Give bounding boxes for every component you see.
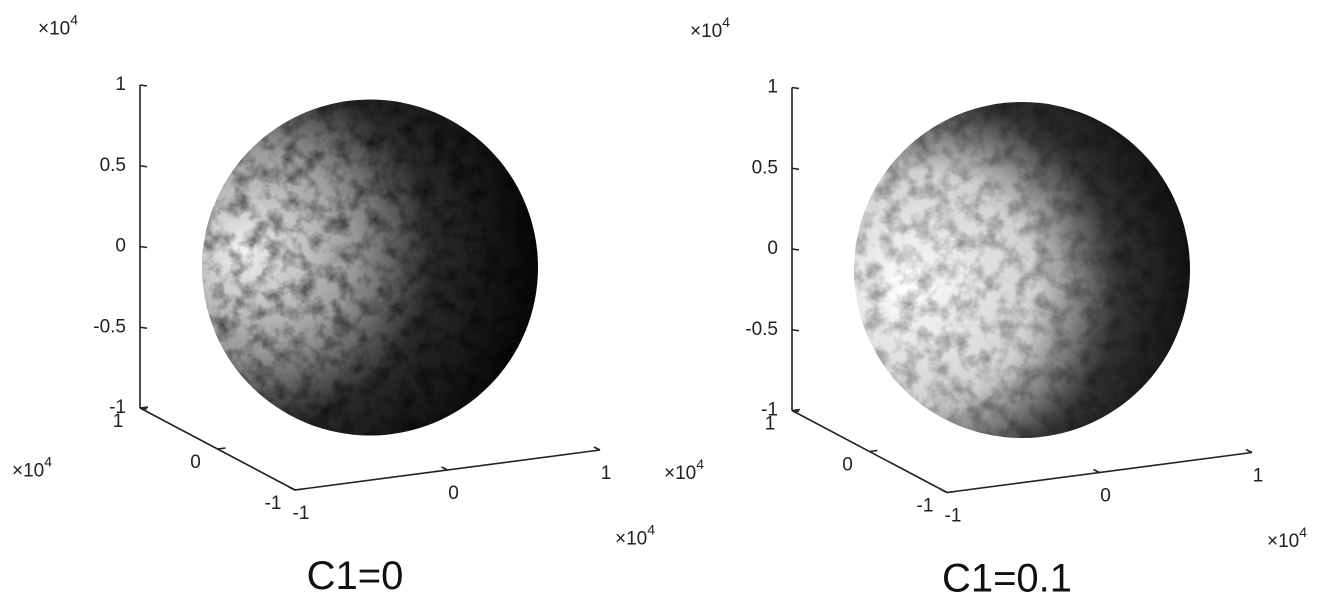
z-tick	[140, 327, 147, 328]
y-tick	[218, 448, 226, 449]
multiplier-base: ×10	[1267, 531, 1299, 552]
multiplier-base: ×10	[38, 19, 70, 40]
caption: C1=0.1	[942, 557, 1072, 599]
x-tick	[1246, 450, 1252, 453]
z-tick	[792, 330, 799, 331]
z-tick-label: 0.5	[752, 157, 778, 178]
figure: -1-0.500.51-101-101×104×104×104C1=0-1-0.…	[0, 0, 1339, 599]
caption: C1=0	[307, 554, 404, 598]
y-tick-label: 1	[765, 414, 776, 435]
multiplier-exponent: 4	[696, 456, 704, 472]
y-tick	[792, 410, 800, 411]
z-tick-label: -0.5	[745, 319, 778, 340]
y-tick	[140, 407, 148, 408]
z-tick	[140, 166, 147, 167]
multiplier-exponent: 4	[722, 14, 730, 30]
z-tick-label: 1	[767, 77, 778, 98]
axis-multiplier: ×104	[38, 11, 78, 39]
x-tick-label: 0	[1100, 486, 1111, 507]
x-tick	[289, 487, 295, 490]
multiplier-base: ×10	[664, 463, 696, 484]
x-tick-label: 1	[1253, 466, 1264, 487]
y-tick-label: 0	[842, 455, 853, 476]
multiplier-exponent: 4	[70, 11, 78, 27]
z-tick-label: 0	[115, 236, 126, 257]
multiplier-base: ×10	[690, 21, 722, 42]
axis-multiplier: ×104	[690, 14, 730, 42]
sphere-texture	[854, 102, 1190, 438]
z-tick	[140, 85, 147, 86]
y-tick-label: 1	[113, 411, 124, 432]
z-tick	[792, 168, 799, 169]
z-tick-label: 0.5	[100, 155, 126, 176]
z-tick-label: -0.5	[93, 316, 126, 337]
multiplier-exponent: 4	[44, 453, 52, 469]
x-tick-label: -1	[945, 506, 962, 527]
x-tick-label: 1	[601, 463, 612, 484]
x-tick	[594, 447, 600, 450]
y-tick-label: -1	[265, 493, 282, 514]
multiplier-exponent: 4	[1299, 524, 1307, 540]
multiplier-base: ×10	[12, 461, 44, 482]
y-tick-label: 0	[190, 452, 201, 473]
z-tick	[140, 247, 147, 248]
x-tick	[1094, 470, 1100, 473]
y-tick-label: -1	[917, 496, 934, 517]
y-tick	[870, 451, 878, 452]
multiplier-base: ×10	[615, 529, 647, 550]
y-tick	[947, 492, 955, 493]
z-tick	[792, 88, 799, 89]
x-tick	[442, 467, 448, 470]
x-tick-label: 0	[448, 483, 459, 504]
y-tick	[295, 489, 303, 490]
axis-multiplier: ×104	[12, 453, 52, 481]
z-tick-label: 0	[767, 238, 778, 259]
z-tick-label: 1	[115, 74, 126, 95]
page: -1-0.500.51-101-101×104×104×104C1=0-1-0.…	[0, 0, 1339, 599]
multiplier-exponent: 4	[647, 521, 655, 537]
axis-multiplier: ×104	[664, 456, 704, 484]
axis-multiplier: ×104	[1267, 524, 1307, 552]
sphere-texture	[202, 100, 538, 436]
axis-multiplier: ×104	[615, 521, 655, 549]
x-tick	[941, 490, 947, 493]
x-tick-label: -1	[293, 503, 310, 524]
z-tick	[792, 249, 799, 250]
